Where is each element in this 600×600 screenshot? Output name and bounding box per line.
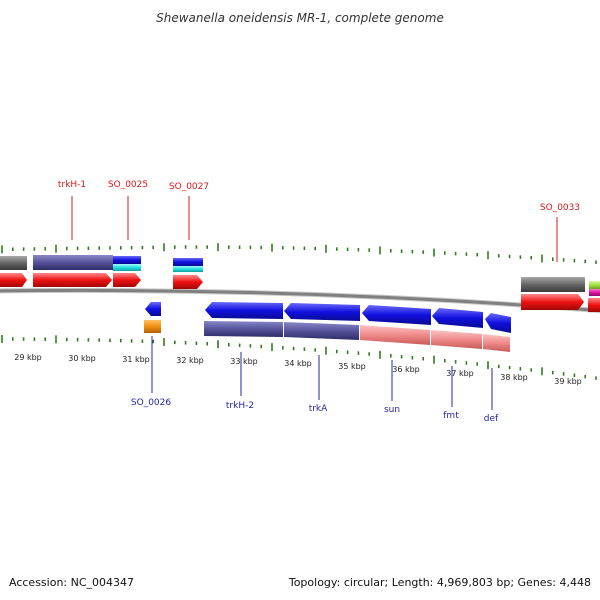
feature-SO_0025-arrow <box>113 273 141 287</box>
feature-def-arrow <box>485 313 511 333</box>
feature-grey-left <box>0 256 27 270</box>
feature-def-gene <box>483 334 510 352</box>
kbp-label: 29 kbp <box>14 353 42 362</box>
kbp-label: 37 kbp <box>446 369 474 378</box>
kbp-label: 36 kbp <box>392 365 420 374</box>
kbp-label: 35 kbp <box>338 362 366 371</box>
gene-label-SO_0026[interactable]: SO_0026 <box>131 398 171 408</box>
feature-lime-right <box>589 281 600 289</box>
gene-label-SO_0027[interactable]: SO_0027 <box>169 182 209 192</box>
kbp-label: 30 kbp <box>68 354 96 363</box>
feature-trkA-gene <box>284 322 359 340</box>
feature-fmt-gene <box>431 330 482 349</box>
gene-label-fmt[interactable]: fmt <box>443 411 459 421</box>
kbp-label: 39 kbp <box>554 377 582 386</box>
accession-text: Accession: NC_004347 <box>9 576 134 589</box>
feature-SO_0026-arrow <box>145 302 161 316</box>
feature-sun-arrow <box>362 305 431 325</box>
feature-red-left-arrow <box>0 273 27 287</box>
feature-fmt-arrow <box>432 308 483 328</box>
feature-SO_0033-gene <box>521 277 585 292</box>
feature-SO_0033-arrow <box>521 294 584 310</box>
feature-trkH-1-arrow <box>33 273 112 287</box>
kbp-label: 34 kbp <box>284 359 312 368</box>
genome-backbone <box>0 288 600 313</box>
tick-marks <box>1 243 597 380</box>
feature-SO_0027-arrow <box>173 275 203 289</box>
upper-gene-labels: trkH-1 SO_0025 SO_0027 SO_0033 <box>58 180 580 262</box>
feature-trkH-2-gene <box>204 321 283 337</box>
gene-label-def[interactable]: def <box>484 414 499 424</box>
lower-track-features <box>144 302 511 352</box>
lower-gene-labels: SO_0026 trkH-2 trkA sun fmt def <box>131 336 499 424</box>
gene-label-SO_0033[interactable]: SO_0033 <box>540 203 580 213</box>
kbp-label: 38 kbp <box>500 373 528 382</box>
feature-SO_0025-rna <box>113 264 141 271</box>
kbp-label: 33 kbp <box>230 357 258 366</box>
feature-trkH-2-arrow <box>205 302 283 319</box>
gene-label-trkH-2[interactable]: trkH-2 <box>226 401 254 411</box>
gene-label-SO_0025[interactable]: SO_0025 <box>108 180 148 190</box>
feature-red-right <box>588 298 600 312</box>
topology-text: Topology: circular; Length: 4,969,803 bp… <box>288 576 591 589</box>
gene-label-trkH-1[interactable]: trkH-1 <box>58 180 86 190</box>
feature-trkA-arrow <box>284 303 360 321</box>
feature-magenta-right <box>589 289 600 296</box>
feature-SO_0025-cds <box>113 256 141 264</box>
feature-sun-gene <box>360 325 430 345</box>
upper-track-features <box>0 255 600 312</box>
gene-label-sun[interactable]: sun <box>384 405 400 415</box>
feature-SO_0027-cds <box>173 258 203 266</box>
feature-SO_0026-rna <box>144 320 161 333</box>
map-title: Shewanella oneidensis MR-1, complete gen… <box>156 11 444 25</box>
feature-SO_0027-rna <box>173 266 203 272</box>
kbp-scale: 29 kbp 30 kbp 31 kbp 32 kbp 33 kbp 34 kb… <box>14 353 582 386</box>
kbp-label: 32 kbp <box>176 356 204 365</box>
feature-trkH-1-gene <box>33 255 113 270</box>
kbp-label: 31 kbp <box>122 355 150 364</box>
gene-label-trkA[interactable]: trkA <box>309 404 328 414</box>
